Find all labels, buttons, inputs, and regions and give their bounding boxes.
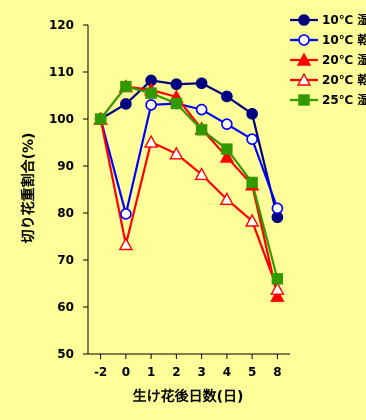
legend-label: 20℃ 湿式 [322,52,366,67]
data-point [271,273,284,285]
data-point [270,281,285,295]
data-point [170,78,183,91]
x-tick-label: 0 [122,365,130,379]
data-point [246,108,258,120]
data-point [246,133,258,146]
data-point [120,98,132,110]
y-axis-ticks: 50 60 70 80 90 100 110 120 [49,18,88,361]
legend-label: 10℃ 乾式 [322,32,366,47]
y-tick-label: 60 [57,300,74,314]
x-tick-label: 5 [248,365,256,379]
data-point [170,97,183,110]
data-point [221,143,233,155]
data-point [94,113,107,125]
legend-label: 10℃ 湿式 [322,12,366,27]
data-point [195,103,208,116]
data-point [219,149,235,163]
data-point [195,77,208,90]
x-tick-label: 2 [172,365,180,379]
legend-marker [298,34,310,46]
series-markers [93,74,285,302]
y-tick-label: 50 [57,347,74,361]
x-tick-label: 3 [197,365,205,379]
data-point [271,202,284,215]
data-point [120,80,132,93]
data-point [221,118,233,130]
x-axis-ticks: -2 0 1 2 3 4 5 8 [94,354,282,379]
y-tick-label: 90 [57,159,74,173]
data-point [246,176,258,189]
data-point [219,191,235,206]
y-axis-label: 切り花重割合(%) [20,133,37,244]
data-point [118,237,134,251]
legend-marker [298,94,310,106]
legend: 10℃ 湿式 10℃ 乾式 20℃ 湿式 20℃ 乾式 25℃ 湿式 [290,12,366,107]
data-point [120,208,132,220]
y-tick-label: 120 [49,18,74,32]
data-point [270,288,285,302]
x-tick-label: -2 [94,365,107,379]
y-tick-label: 80 [57,206,74,220]
y-tick-label: 70 [57,253,74,267]
axes [87,25,290,355]
legend-label: 25℃ 湿式 [322,92,366,107]
data-point [244,213,260,227]
x-tick-label: 8 [273,365,281,379]
data-point [221,90,233,103]
x-axis-label: 生け花後日数(日) [133,388,244,405]
x-tick-label: 4 [223,365,231,379]
data-point [145,99,157,111]
legend-marker [298,14,310,26]
series-line-4 [99,118,279,290]
data-point [143,134,159,148]
legend-marker [296,52,312,66]
y-tick-label: 100 [49,112,74,126]
data-point [195,124,208,136]
legend-label: 20℃ 乾式 [322,72,366,87]
legend-marker [296,72,312,86]
data-point [194,166,209,181]
data-point [169,146,184,160]
data-point [145,87,157,99]
x-tick-label: 1 [147,365,155,379]
y-tick-label: 110 [49,65,74,79]
series-line-2 [99,102,279,215]
